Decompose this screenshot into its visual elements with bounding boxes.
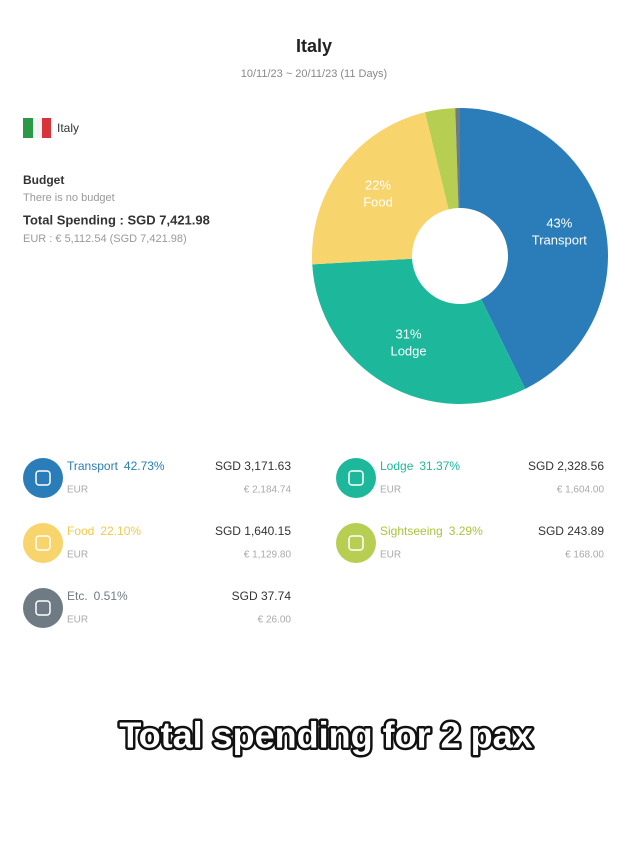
pie-slice xyxy=(312,258,526,404)
slice-percent: 43% xyxy=(546,215,572,230)
icon-glyph xyxy=(348,535,364,551)
slice-percent: 31% xyxy=(396,327,422,342)
category-converted: € 168.00 xyxy=(565,550,604,561)
category-currency: EUR xyxy=(67,615,88,626)
icon-glyph xyxy=(35,535,51,551)
category-name: Transport xyxy=(67,459,119,473)
pie-slice xyxy=(424,108,459,210)
icon-glyph xyxy=(35,600,51,616)
category-converted: € 1,129.80 xyxy=(244,550,292,561)
category-name: Food xyxy=(67,524,94,538)
budget-text: There is no budget xyxy=(23,192,115,204)
icon-glyph xyxy=(35,470,51,486)
category-amount: SGD 2,328.56 xyxy=(528,459,604,473)
category-item: Etc. 0.51% SGD 37.74 EUR € 26.00 xyxy=(23,588,291,628)
category-percent: 31.37% xyxy=(419,459,460,473)
pie-slice xyxy=(312,112,449,265)
slice-name: Transport xyxy=(532,232,588,247)
total: Total Spending : SGD 7,421.98 xyxy=(23,212,210,227)
category-percent: 3.29% xyxy=(449,524,483,538)
category-icon xyxy=(336,458,376,498)
category-item: Sightseeing 3.29% SGD 243.89 EUR € 168.00 xyxy=(336,523,604,563)
flag xyxy=(23,118,51,138)
caption: Total spending for 2 pax xyxy=(119,715,532,756)
slice-name: Food xyxy=(363,195,393,210)
category-currency: EUR xyxy=(380,550,401,561)
eur-total: EUR : € 5,112.54 (SGD 7,421.98) xyxy=(23,233,187,245)
title: Italy xyxy=(296,36,332,56)
category-amount: SGD 37.74 xyxy=(232,589,292,603)
category-icon xyxy=(336,523,376,563)
category-percent: 0.51% xyxy=(94,589,128,603)
pie-slice xyxy=(460,108,608,389)
category-amount: SGD 1,640.15 xyxy=(215,524,291,538)
category-percent: 22.10% xyxy=(100,524,141,538)
category-icon xyxy=(23,588,63,628)
slice-percent: 22% xyxy=(365,178,391,193)
category-currency: EUR xyxy=(380,485,401,496)
category-converted: € 2,184.74 xyxy=(244,485,292,496)
category-converted: € 1,604.00 xyxy=(557,485,605,496)
category-item: Transport 42.73% SGD 3,171.63 EUR € 2,184.74 xyxy=(23,458,291,498)
category-icon xyxy=(23,523,63,563)
category-item: Food 22.10% SGD 1,640.15 EUR € 1,129.80 xyxy=(23,523,291,563)
category-amount: SGD 3,171.63 xyxy=(215,459,291,473)
budget-title: Budget xyxy=(23,173,64,187)
category-percent: 42.73% xyxy=(124,459,165,473)
category-item: Lodge 31.37% SGD 2,328.56 EUR € 1,604.00 xyxy=(336,458,604,498)
category-currency: EUR xyxy=(67,485,88,496)
dates: 10/11/23 ~ 20/11/23 (11 Days) xyxy=(241,68,387,80)
category-currency: EUR xyxy=(67,550,88,561)
category-name: Lodge xyxy=(380,459,414,473)
category-converted: € 26.00 xyxy=(258,615,292,626)
category-amount: SGD 243.89 xyxy=(538,524,604,538)
category-icon xyxy=(23,458,63,498)
icon-glyph xyxy=(348,470,364,486)
country: Italy xyxy=(57,121,79,135)
category-name: Sightseeing xyxy=(380,524,443,538)
slice-name: Lodge xyxy=(390,344,426,359)
pie-slice xyxy=(455,108,460,209)
category-name: Etc. xyxy=(67,589,88,603)
